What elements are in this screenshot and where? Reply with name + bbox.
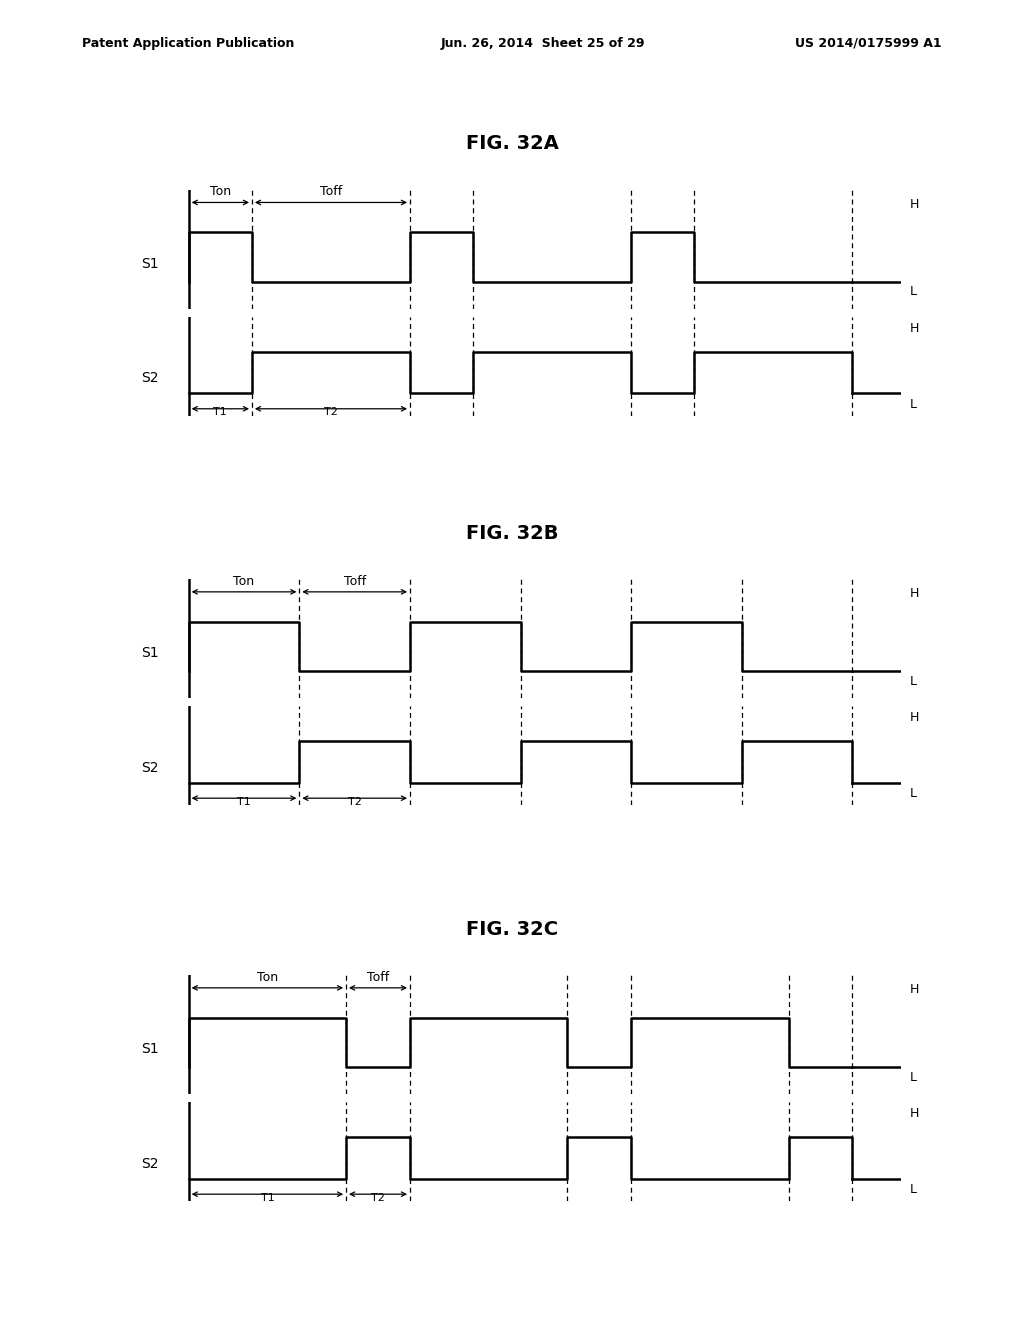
Text: H: H	[909, 198, 919, 211]
Text: US 2014/0175999 A1: US 2014/0175999 A1	[796, 37, 942, 50]
Text: L: L	[909, 285, 916, 298]
Text: Patent Application Publication: Patent Application Publication	[82, 37, 294, 50]
Text: Ton: Ton	[210, 186, 231, 198]
Text: T1: T1	[260, 1192, 274, 1203]
Text: S2: S2	[141, 371, 159, 385]
Text: H: H	[909, 587, 919, 601]
Text: Toff: Toff	[319, 186, 342, 198]
Text: L: L	[909, 1071, 916, 1084]
Text: Jun. 26, 2014  Sheet 25 of 29: Jun. 26, 2014 Sheet 25 of 29	[440, 37, 645, 50]
Text: T2: T2	[348, 796, 361, 807]
Text: S2: S2	[141, 760, 159, 775]
Text: S2: S2	[141, 1156, 159, 1171]
Text: H: H	[909, 711, 919, 725]
Text: Ton: Ton	[257, 972, 278, 983]
Text: L: L	[909, 675, 916, 688]
Text: L: L	[909, 1183, 916, 1196]
Text: L: L	[909, 397, 916, 411]
Text: S1: S1	[141, 256, 159, 271]
Text: H: H	[909, 322, 919, 335]
Text: T1: T1	[213, 407, 227, 417]
Text: Ton: Ton	[233, 576, 255, 587]
Text: L: L	[909, 787, 916, 800]
Text: T2: T2	[324, 407, 338, 417]
Text: Toff: Toff	[343, 576, 366, 587]
Text: Toff: Toff	[367, 972, 389, 983]
Text: H: H	[909, 983, 919, 997]
Text: T2: T2	[371, 1192, 385, 1203]
Text: T1: T1	[238, 796, 251, 807]
Text: H: H	[909, 1107, 919, 1121]
Text: FIG. 32C: FIG. 32C	[466, 920, 558, 939]
Text: S1: S1	[141, 645, 159, 660]
Text: S1: S1	[141, 1041, 159, 1056]
Text: FIG. 32A: FIG. 32A	[466, 135, 558, 153]
Text: FIG. 32B: FIG. 32B	[466, 524, 558, 543]
